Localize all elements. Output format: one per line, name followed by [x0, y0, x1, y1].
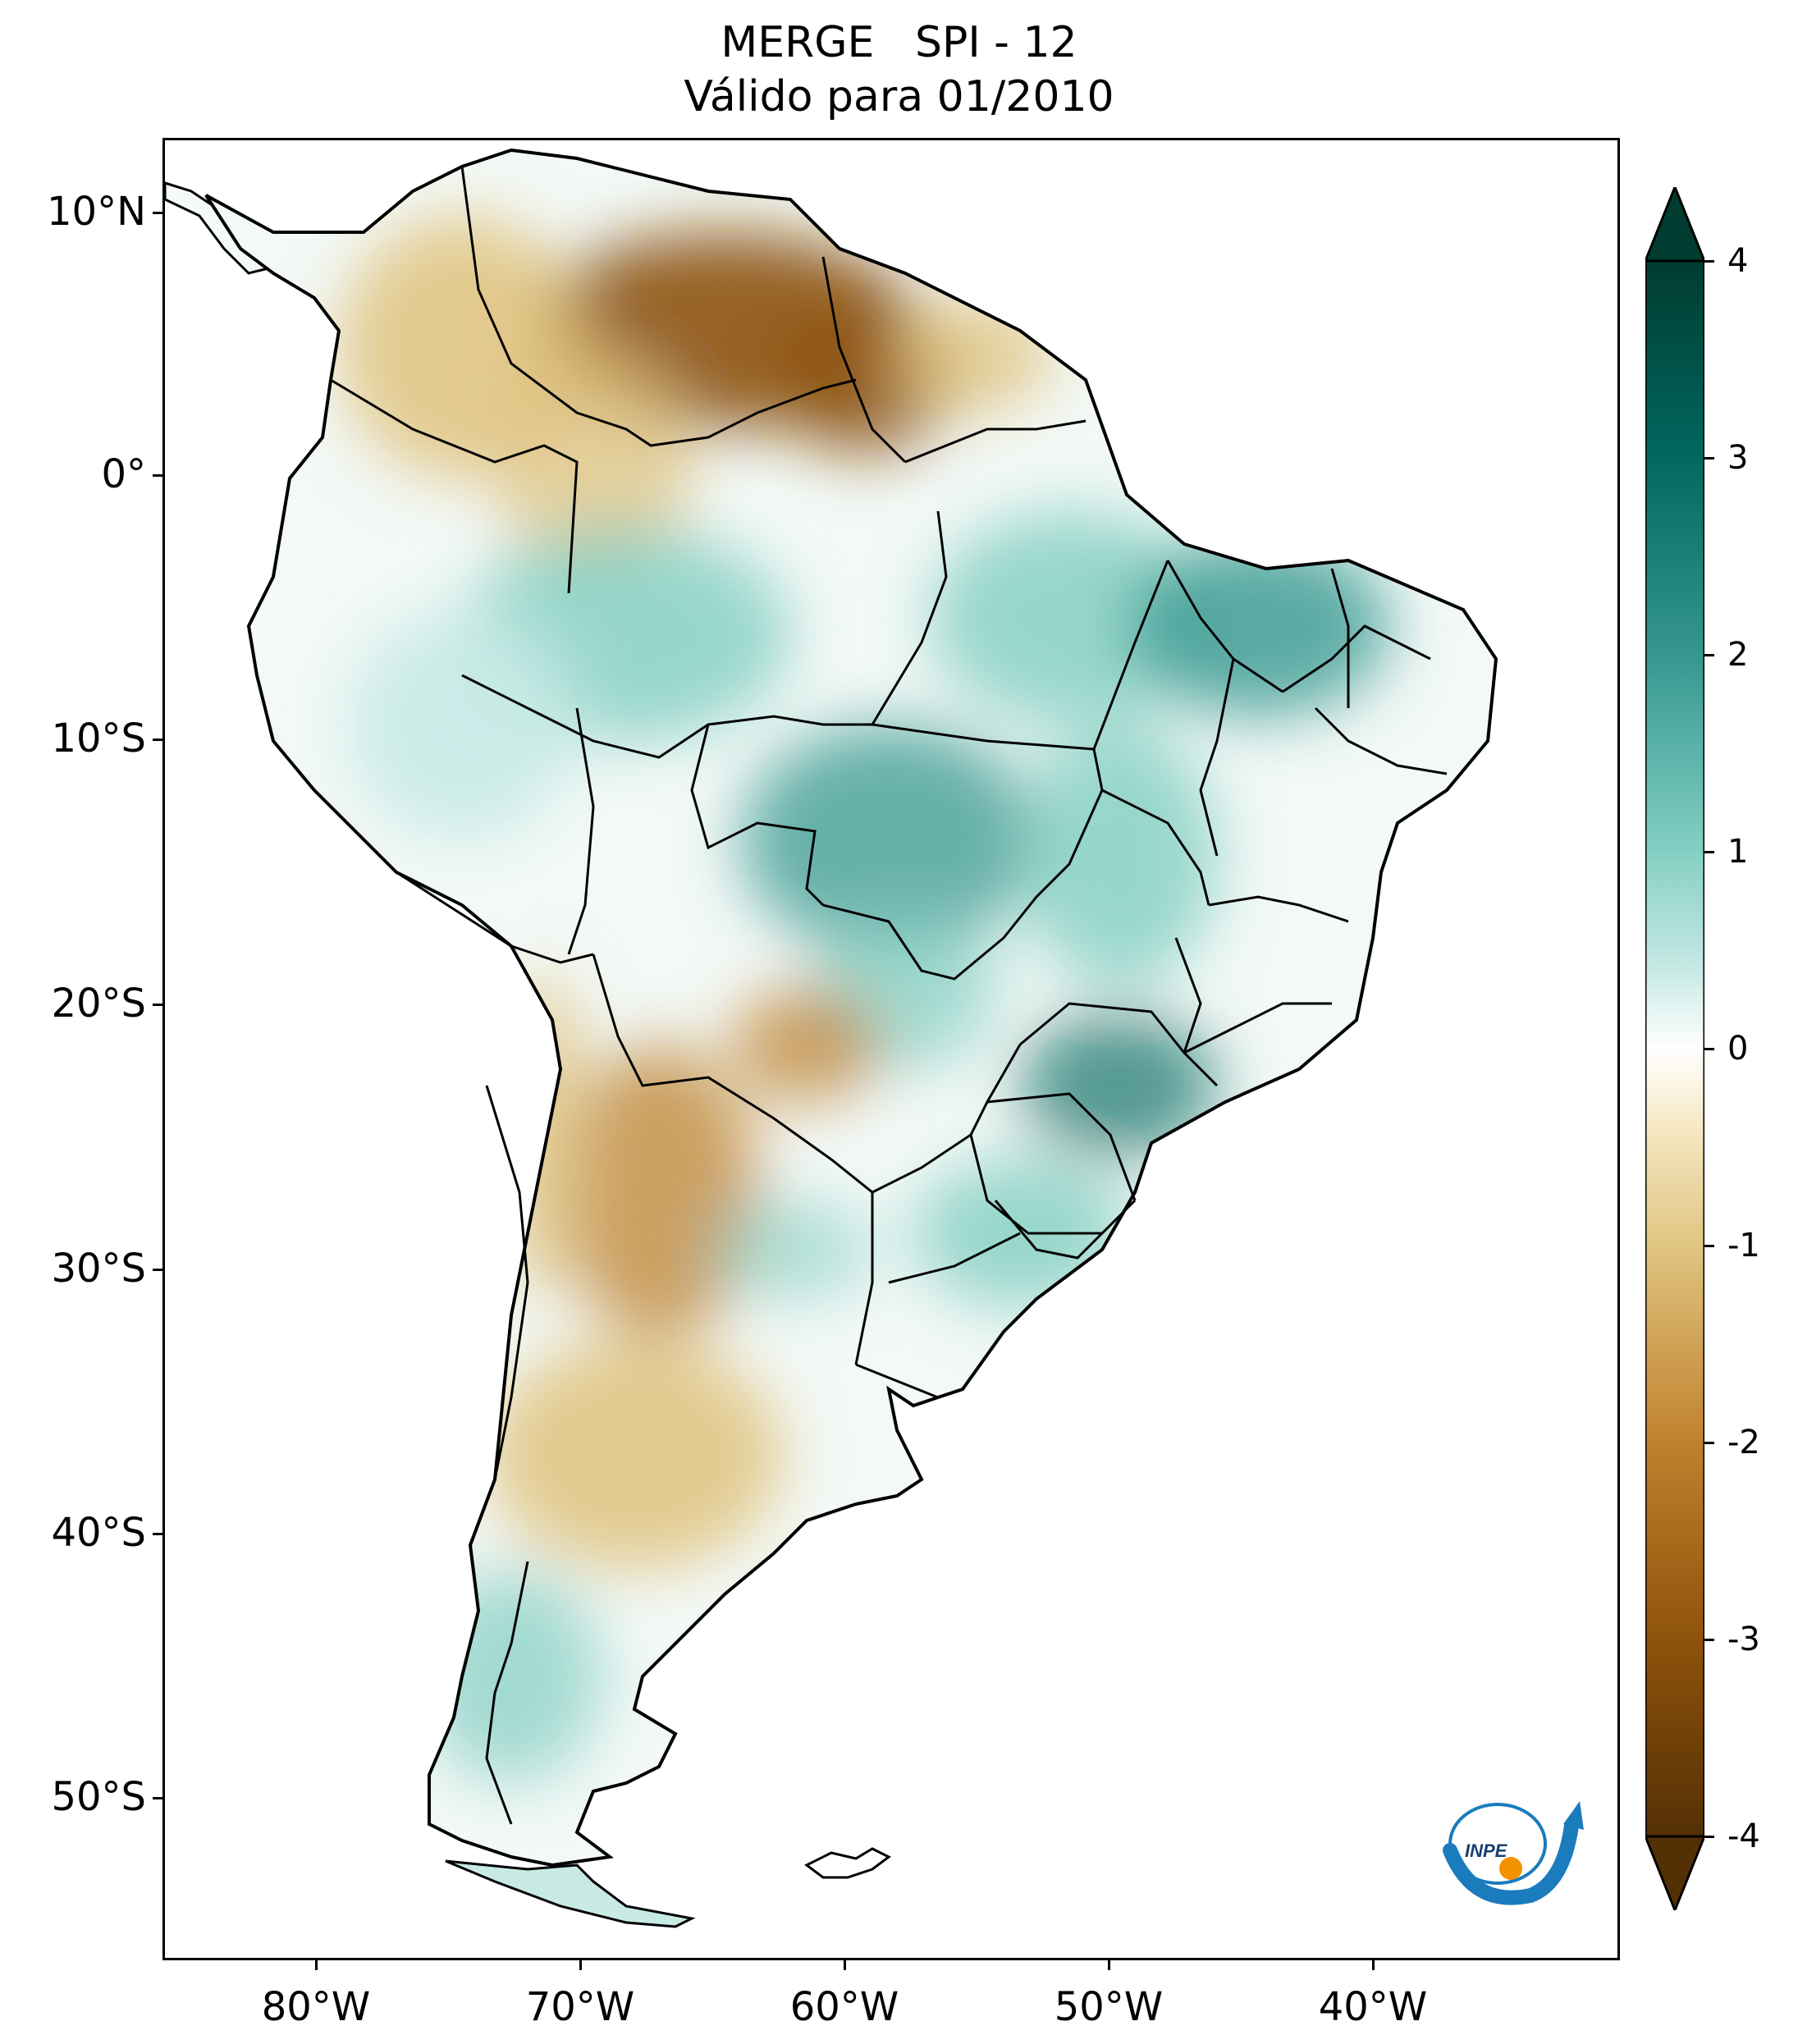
colorbar-tick-label: -1	[1727, 1227, 1760, 1264]
logo-text: INPE	[1465, 1841, 1508, 1861]
colorbar-min-extension	[1645, 1835, 1704, 1910]
spi-field	[206, 150, 1496, 1865]
lat-label-40s: 40°S	[51, 1510, 146, 1556]
tierra-del-fuego-outline	[445, 1859, 696, 1928]
lat-label-0: 0°	[101, 451, 146, 497]
colorbar-tick	[1704, 1245, 1714, 1247]
lat-label-20s: 20°S	[51, 981, 146, 1027]
colorbar-max-extension	[1645, 187, 1704, 263]
lat-label-50s: 50°S	[51, 1774, 146, 1820]
lat-label-30s: 30°S	[51, 1246, 146, 1292]
lat-tick	[153, 474, 162, 477]
colorbar-tick	[1704, 1639, 1714, 1641]
lon-label-40w: 40°W	[1318, 1984, 1428, 2030]
lon-label-80w: 80°W	[261, 1984, 371, 2030]
colorbar-tick	[1704, 1048, 1714, 1050]
colorbar-tick-label: -4	[1727, 1818, 1760, 1855]
colorbar-tick	[1704, 851, 1714, 853]
lat-label-10s: 10°S	[51, 716, 146, 761]
chart-subtitle: Válido para 01/2010	[684, 72, 1114, 121]
colorbar-tick-label: 4	[1727, 242, 1749, 280]
colorbar-tick-label: -2	[1727, 1424, 1760, 1461]
lon-tick	[315, 1960, 318, 1970]
colorbar-tick	[1704, 1442, 1714, 1444]
chart-title: MERGE SPI - 12	[721, 18, 1077, 67]
lon-tick	[579, 1960, 582, 1970]
inpe-logo: INPE	[1443, 1801, 1584, 1905]
lon-label-50w: 50°W	[1054, 1984, 1164, 2030]
colorbar-tick-label: 2	[1727, 636, 1749, 674]
colorbar	[1645, 187, 1704, 1910]
lon-tick	[844, 1960, 846, 1970]
colorbar-tick	[1704, 457, 1714, 460]
colorbar-gradient	[1645, 259, 1704, 1838]
lat-tick	[153, 1004, 162, 1006]
lon-label-60w: 60°W	[789, 1984, 899, 2030]
lon-label-70w: 70°W	[525, 1984, 635, 2030]
logo-arrow-icon	[1563, 1801, 1584, 1830]
lat-tick	[153, 1269, 162, 1271]
logo-swoosh-icon	[1443, 1818, 1579, 1905]
falklands-outline	[804, 1847, 891, 1879]
map-panel	[162, 138, 1620, 1960]
south-america-map	[165, 149, 1498, 1928]
lon-tick	[1372, 1960, 1375, 1970]
logo-sun-icon	[1499, 1857, 1522, 1880]
lat-tick	[153, 1533, 162, 1535]
lon-tick	[1108, 1960, 1110, 1970]
lat-label-10n: 10°N	[47, 189, 146, 235]
lat-tick	[153, 1797, 162, 1799]
colorbar-tick-label: 3	[1727, 439, 1749, 477]
political-borders	[330, 166, 1448, 1825]
colorbar-tick	[1704, 654, 1714, 656]
colorbar-tick-label: 0	[1727, 1030, 1749, 1068]
lat-tick	[153, 738, 162, 741]
colorbar-tick-label: 1	[1727, 833, 1749, 871]
colorbar-tick	[1704, 260, 1714, 263]
lat-tick	[153, 212, 162, 214]
colorbar-tick	[1704, 1836, 1714, 1838]
colorbar-tick-label: -3	[1727, 1621, 1760, 1658]
